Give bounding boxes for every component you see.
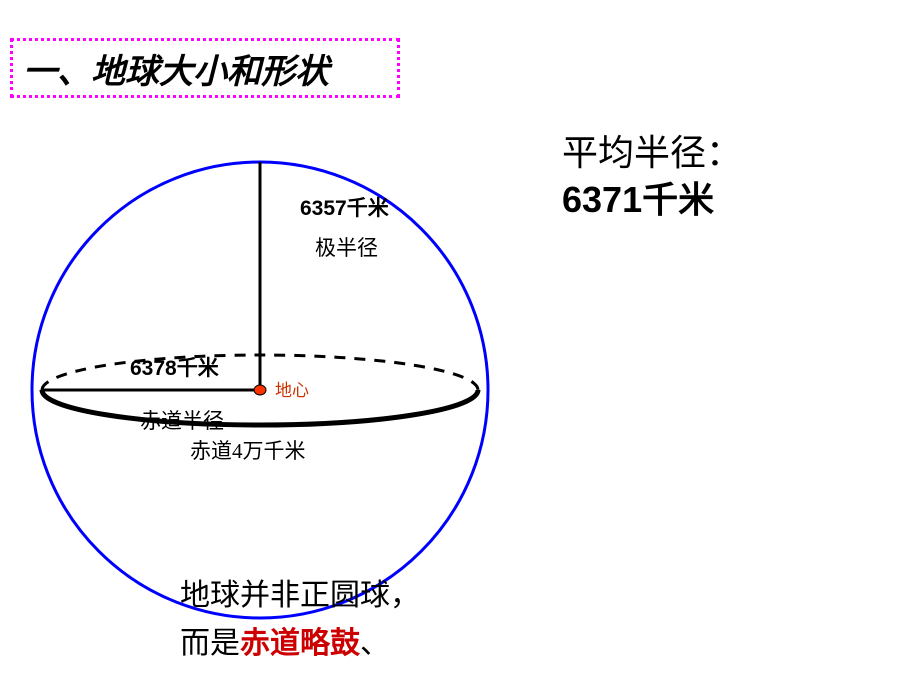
desc-line1: 地球并非正圆球， [180, 579, 420, 612]
desc-line2-prefix: 而是 [180, 627, 240, 660]
desc-punct1: 、 [360, 627, 390, 660]
avg-radius-value: 6371 [562, 179, 642, 220]
svg-text:极半径: 极半径 [315, 236, 378, 260]
svg-text:赤道半径: 赤道半径 [140, 409, 224, 433]
title-box: 一、地球大小和形状 [10, 38, 400, 98]
average-radius-block: 平均半径： 6371千米 [562, 130, 742, 224]
svg-text:赤道4万千米: 赤道4万千米 [190, 439, 306, 463]
svg-text:6357千米: 6357千米 [300, 197, 390, 220]
page-title: 一、地球大小和形状 [23, 44, 329, 93]
avg-radius-label: 平均半径： [562, 133, 742, 173]
description-text: 地球并非正圆球， 而是赤道略鼓、 [180, 572, 420, 668]
desc-highlight1: 赤道略鼓 [240, 627, 360, 660]
svg-text:6378千米: 6378千米 [130, 357, 220, 380]
svg-text:地心: 地心 [275, 381, 309, 400]
avg-radius-unit: 千米 [642, 179, 714, 220]
